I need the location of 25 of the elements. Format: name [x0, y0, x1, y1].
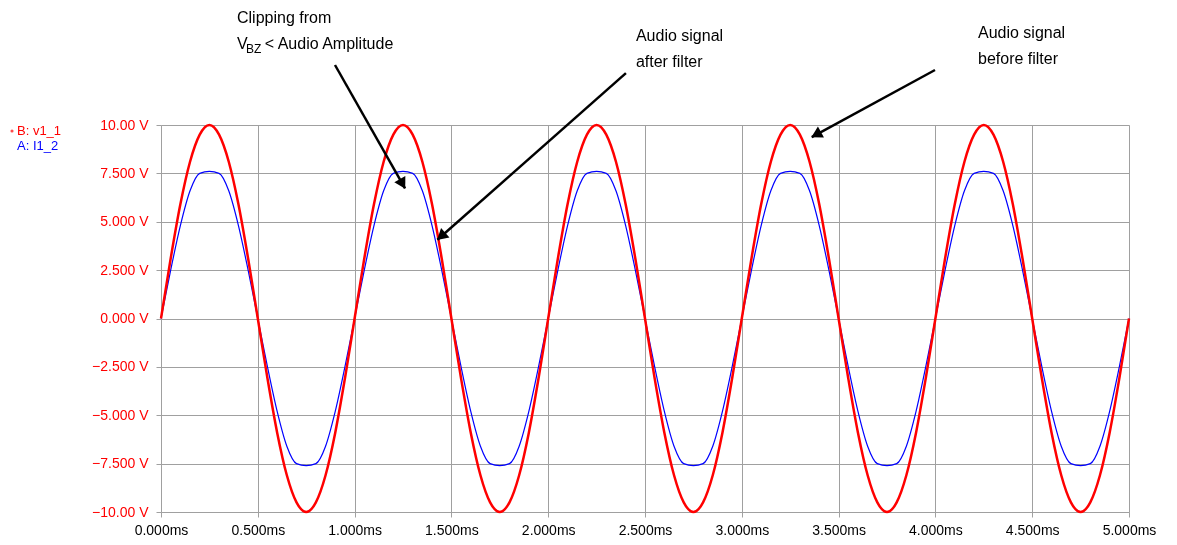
- y-tick-label: 0.000 V: [100, 310, 150, 326]
- text: A: I1_2: [17, 138, 59, 153]
- x-tick-label: 0.500ms: [231, 521, 286, 538]
- x-tick-label: 0.000ms: [134, 521, 189, 538]
- annotation: Audio signal after filter: [635, 27, 724, 71]
- x-tick-label: 4.500ms: [1005, 521, 1060, 538]
- x-tick-label: 2.500ms: [618, 521, 673, 538]
- x-tick-label: 3.000ms: [715, 521, 770, 538]
- y-tick-label: −7.500 V: [92, 455, 150, 472]
- x-tick-label: 1.000ms: [328, 521, 382, 538]
- x-tick-label: 3.500ms: [812, 521, 866, 538]
- y-tick-label: 7.500 V: [100, 164, 150, 181]
- line-series: [159, 123, 1131, 514]
- y-tick-label: −5.000 V: [92, 406, 150, 423]
- x-tick-label: 4.000ms: [909, 521, 963, 538]
- y-tick-label: 10.00 V: [100, 116, 150, 133]
- text: Audio signal before filter: [978, 24, 1066, 67]
- y-tick-label: −2.500 V: [92, 358, 150, 375]
- y-tick-label: 2.500 V: [100, 261, 150, 278]
- text: B: v1_1: [17, 123, 62, 138]
- x-tick-label: 5.000ms: [1102, 521, 1157, 538]
- y-tick-label: 5.000 V: [100, 213, 150, 230]
- x-tick-label: 1.500ms: [425, 521, 479, 538]
- x-tick-label: 2.000ms: [521, 521, 576, 538]
- y-tick-label: −10.00 V: [92, 503, 150, 520]
